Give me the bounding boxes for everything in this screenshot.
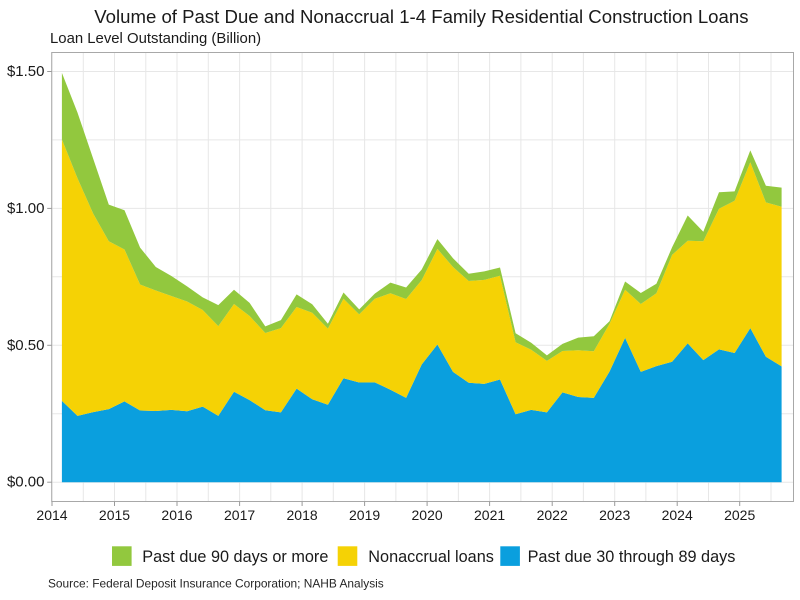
svg-text:Volume of Past Due and Nonaccr: Volume of Past Due and Nonaccrual 1-4 Fa… xyxy=(94,6,748,27)
svg-text:$1.00: $1.00 xyxy=(7,200,45,217)
svg-text:$1.50: $1.50 xyxy=(7,63,45,80)
svg-text:$0.50: $0.50 xyxy=(7,337,45,354)
svg-text:Nonaccrual loans: Nonaccrual loans xyxy=(368,548,494,566)
svg-text:2025: 2025 xyxy=(724,507,755,523)
svg-text:2018: 2018 xyxy=(287,507,318,523)
svg-text:2015: 2015 xyxy=(99,507,130,523)
svg-text:Past due 90 days or more: Past due 90 days or more xyxy=(142,548,328,566)
svg-text:2024: 2024 xyxy=(662,507,693,523)
svg-text:2021: 2021 xyxy=(474,507,505,523)
svg-text:2023: 2023 xyxy=(599,507,630,523)
svg-text:2020: 2020 xyxy=(412,507,443,523)
svg-text:Loan Level Outstanding (Billio: Loan Level Outstanding (Billion) xyxy=(50,31,261,47)
svg-text:Source: Federal Deposit Insura: Source: Federal Deposit Insurance Corpor… xyxy=(48,577,384,591)
svg-text:Past due 30 through 89 days: Past due 30 through 89 days xyxy=(528,548,736,566)
svg-text:2016: 2016 xyxy=(161,507,192,523)
svg-text:$0.00: $0.00 xyxy=(7,474,45,491)
svg-text:2014: 2014 xyxy=(36,507,67,523)
svg-text:2019: 2019 xyxy=(349,507,380,523)
svg-text:2022: 2022 xyxy=(537,507,568,523)
svg-text:2017: 2017 xyxy=(224,507,255,523)
